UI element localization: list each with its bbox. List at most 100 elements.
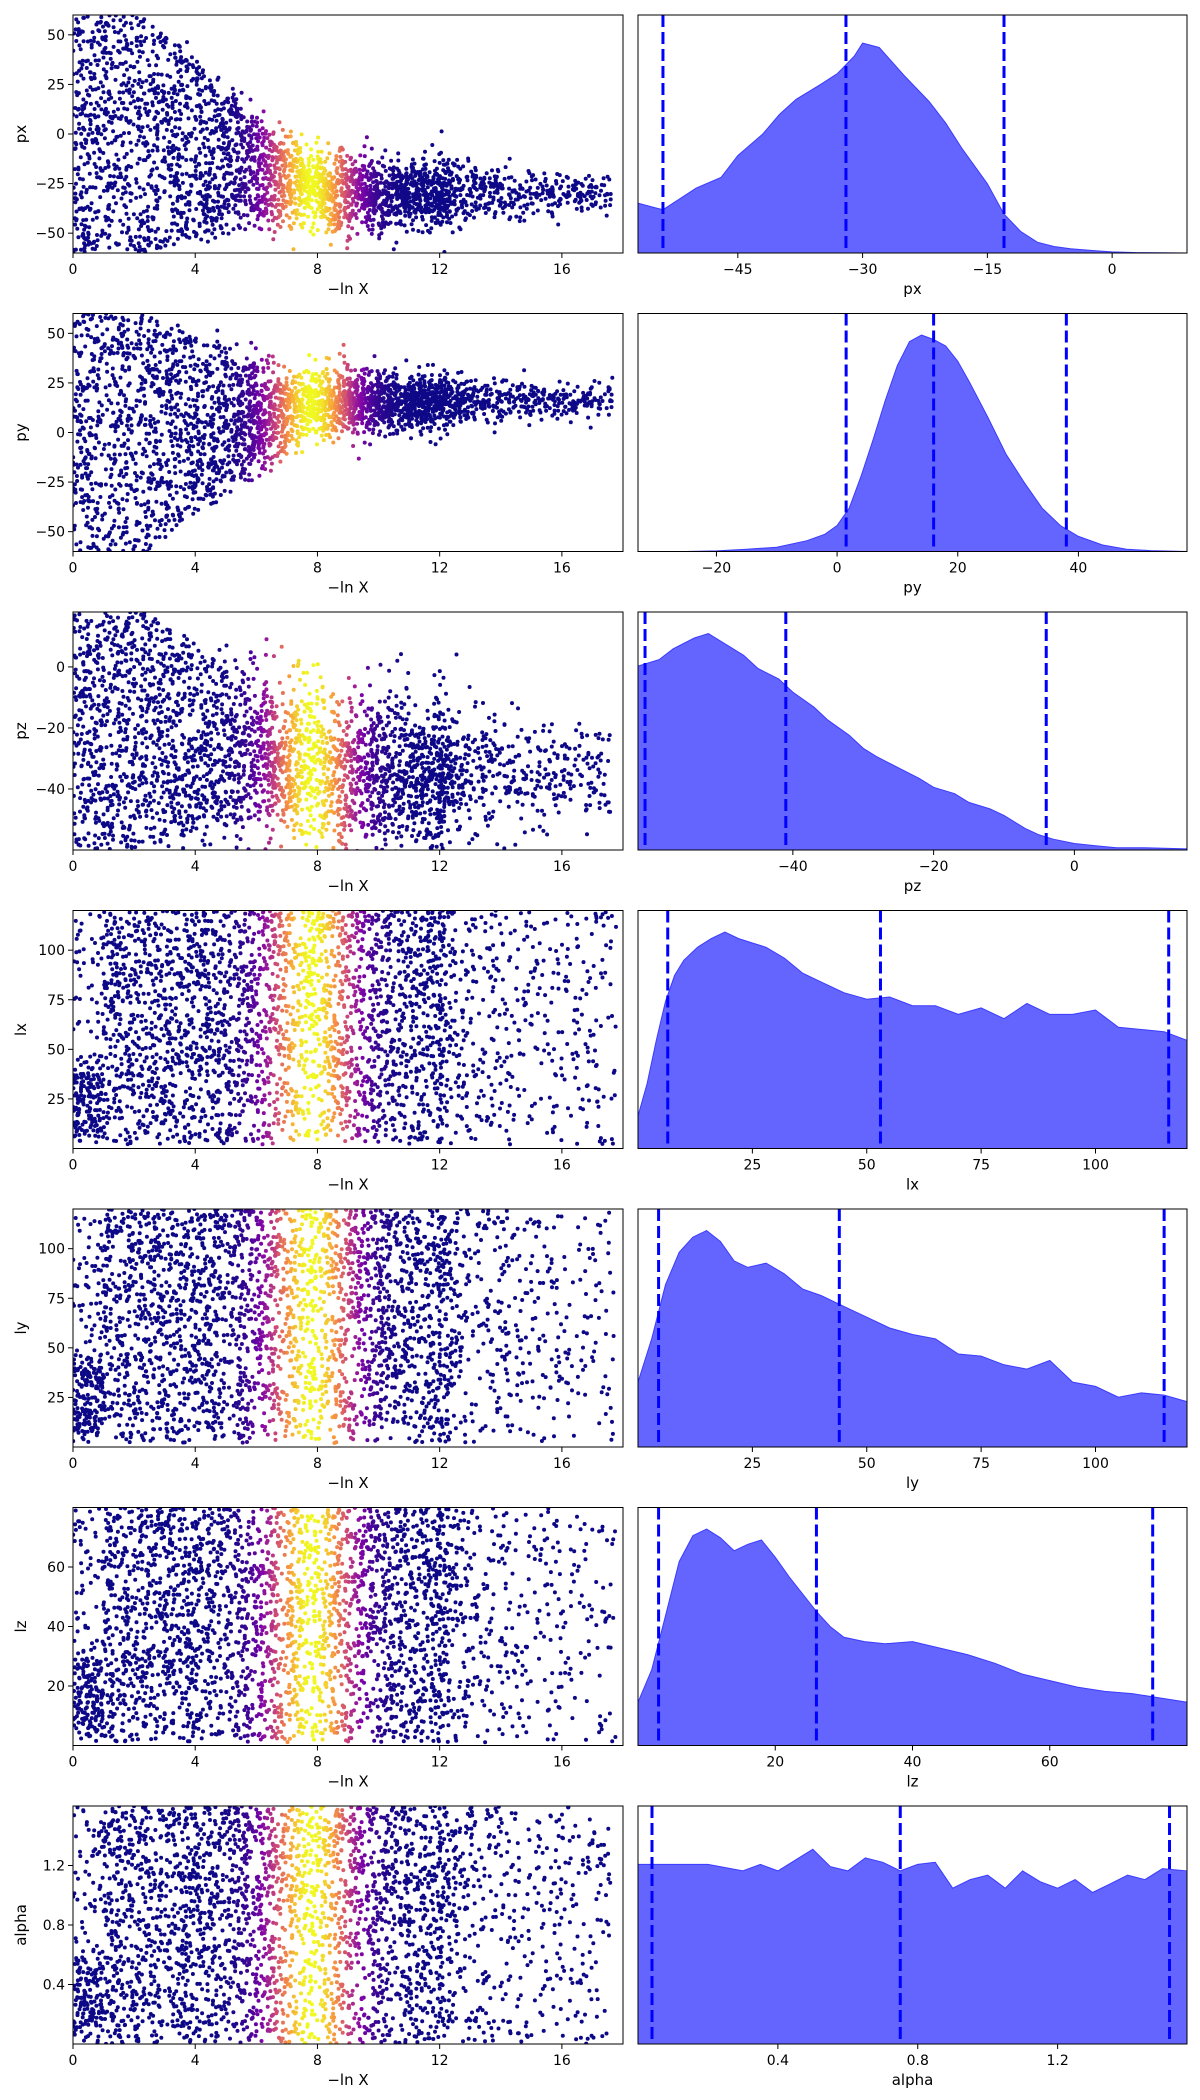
sample-point <box>248 140 253 145</box>
sample-point <box>281 158 286 163</box>
sample-point <box>103 99 107 104</box>
sample-point <box>416 372 421 377</box>
sample-point <box>118 375 123 380</box>
sample-point <box>246 478 251 483</box>
sample-point <box>186 116 191 121</box>
sample-point <box>338 173 343 178</box>
sample-point <box>370 227 375 232</box>
sample-point <box>484 171 489 176</box>
sample-point <box>73 27 78 32</box>
sample-point <box>204 161 209 166</box>
sample-point <box>109 140 114 145</box>
sample-point <box>433 200 437 204</box>
sample-point <box>137 49 142 54</box>
sample-point <box>114 241 118 246</box>
sample-point <box>317 200 322 205</box>
sample-point <box>342 215 347 220</box>
sample-point <box>326 192 331 197</box>
sample-point <box>190 173 195 178</box>
sample-point <box>161 376 165 380</box>
sample-point <box>93 433 98 438</box>
sample-point <box>88 185 93 190</box>
sample-point <box>138 194 143 199</box>
sample-point <box>196 417 201 422</box>
sample-point <box>87 93 92 98</box>
sample-point <box>194 104 199 109</box>
sample-point <box>294 216 299 221</box>
sample-point <box>300 157 304 162</box>
sample-point <box>107 223 112 228</box>
sample-point <box>109 401 114 406</box>
sample-point <box>93 58 98 63</box>
sample-point <box>227 164 231 169</box>
sample-point <box>338 154 343 159</box>
sample-point <box>191 354 196 359</box>
sample-point <box>134 16 139 20</box>
sample-point <box>94 388 99 393</box>
sample-point <box>447 216 452 221</box>
sample-point <box>377 236 382 241</box>
sample-point <box>475 394 480 399</box>
sample-point <box>88 127 93 132</box>
sample-point <box>116 107 120 112</box>
sample-point <box>233 203 238 208</box>
sample-point <box>439 129 444 134</box>
sample-point <box>206 101 211 106</box>
sample-point <box>169 162 174 167</box>
sample-point <box>512 178 517 183</box>
sample-point <box>281 190 286 194</box>
sample-point <box>185 423 190 428</box>
sample-point <box>79 190 84 195</box>
sample-point <box>351 182 356 187</box>
sample-point <box>291 221 296 226</box>
sample-point <box>113 180 118 185</box>
sample-point <box>598 205 603 210</box>
sample-point <box>483 185 488 189</box>
sample-point <box>485 420 490 425</box>
sample-point <box>273 144 278 149</box>
sample-point <box>323 185 328 190</box>
sample-point <box>552 403 557 407</box>
sample-point <box>436 206 441 211</box>
sample-point <box>170 444 175 448</box>
sample-point <box>539 198 544 203</box>
sample-point <box>526 169 531 173</box>
sample-point <box>432 159 437 164</box>
sample-point <box>119 82 124 87</box>
sample-point <box>88 206 93 211</box>
sample-point <box>155 206 160 211</box>
sample-point <box>80 107 85 112</box>
sample-point <box>116 39 121 44</box>
sample-point <box>355 430 360 435</box>
sample-point <box>167 470 172 474</box>
sample-point <box>311 186 316 190</box>
sample-point <box>177 187 182 192</box>
sample-point <box>169 95 174 100</box>
sample-point <box>186 431 191 436</box>
sample-point <box>241 459 246 464</box>
sample-point <box>245 405 250 410</box>
sample-point <box>236 130 241 135</box>
sample-point <box>106 547 111 552</box>
sample-point <box>390 186 395 191</box>
sample-point <box>161 452 166 457</box>
sample-point <box>160 239 165 244</box>
sample-point <box>161 480 166 485</box>
sample-point <box>244 129 249 134</box>
sample-point <box>81 97 86 102</box>
sample-point <box>308 405 313 410</box>
sample-point <box>186 456 191 461</box>
sample-point <box>473 181 478 186</box>
sample-point <box>148 74 153 79</box>
sample-point <box>327 186 332 191</box>
sample-point <box>154 63 159 68</box>
sample-point <box>507 156 512 161</box>
sample-point <box>141 25 146 30</box>
sample-point <box>140 80 145 85</box>
sample-point <box>139 97 144 102</box>
sample-point <box>270 212 274 217</box>
sample-point <box>239 117 244 122</box>
sample-point <box>111 129 116 134</box>
sample-point <box>325 156 330 161</box>
